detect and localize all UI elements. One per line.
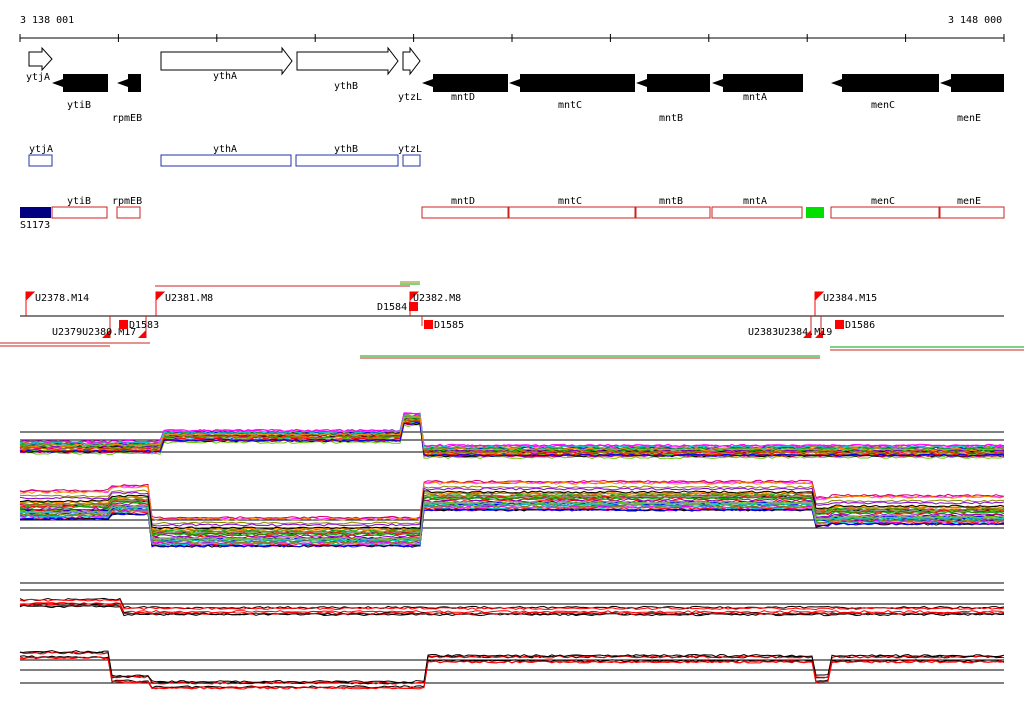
gene-label-menC: menC xyxy=(871,100,895,111)
cds-box-mntC[interactable] xyxy=(508,206,636,219)
cds-label-ytzL: ytzL xyxy=(398,144,422,155)
green-block[interactable] xyxy=(806,207,824,218)
cds-label-mntD: mntD xyxy=(451,196,475,207)
gene-arrow-mntC[interactable] xyxy=(509,74,635,92)
cds-box-menE[interactable] xyxy=(939,206,1005,219)
marker-label-u2378: U2378.M14 xyxy=(35,293,89,304)
ruler-end-label: 3 148 000 xyxy=(948,15,1002,26)
summary-track-reverse xyxy=(19,650,1005,690)
cds-label-ythA: ythA xyxy=(213,144,237,155)
marker-label-d1585: D1585 xyxy=(434,320,464,331)
marker-label-u2381: U2381.M8 xyxy=(165,293,213,304)
cds-box-rpmEB[interactable] xyxy=(116,206,141,219)
marker-label-u2382: U2382.M8 xyxy=(413,293,461,304)
gene-label-ytzL: ytzL xyxy=(398,92,422,103)
marker-label-u2384: U2384.M15 xyxy=(823,293,877,304)
cds-label-menE: menE xyxy=(957,196,981,207)
cds-label-ytjA: ytjA xyxy=(29,144,53,155)
gene-arrow-mntB[interactable] xyxy=(636,74,710,92)
cds-box-ytzL[interactable] xyxy=(402,154,421,167)
gene-label-ytjA: ytjA xyxy=(26,72,50,83)
gene-arrow-menE[interactable] xyxy=(940,74,1004,92)
cds-label-rpmEB: rpmEB xyxy=(112,196,142,207)
s-block[interactable] xyxy=(20,207,51,218)
cds-label-mntA: mntA xyxy=(743,196,767,207)
gene-arrow-ytjA[interactable] xyxy=(28,46,53,72)
marker-square-d1584[interactable] xyxy=(409,302,418,311)
gene-label-ythA: ythA xyxy=(213,71,237,82)
gene-arrow-ythA[interactable] xyxy=(160,46,293,76)
gene-arrow-rpmEB[interactable] xyxy=(117,74,141,92)
gene-label-menE: menE xyxy=(957,113,981,124)
cds-forward-track: ytjA ythA ythB ytzL xyxy=(28,144,422,167)
cds-label-mntC: mntC xyxy=(558,196,582,207)
transcript-track: U2378.M14 U2381.M8 U2382.M8 U2384.M15 U2… xyxy=(0,281,1024,359)
marker-square-d1586[interactable] xyxy=(835,320,844,329)
expression-track-forward xyxy=(19,412,1005,460)
gene-arrow-ytiB[interactable] xyxy=(52,74,108,92)
marker-flag-u2383[interactable] xyxy=(803,330,823,338)
marker-square-d1585[interactable] xyxy=(424,320,433,329)
marker-label-d1584: D1584 xyxy=(377,302,407,313)
marker-flag-u2379[interactable] xyxy=(102,330,146,338)
cds-label-ytiB: ytiB xyxy=(67,196,91,207)
gene-label-mntA: mntA xyxy=(743,92,767,103)
gene-label-mntC: mntC xyxy=(558,100,582,111)
ruler-start-label: 3 138 001 xyxy=(20,15,74,26)
summary-track-forward xyxy=(19,582,1005,617)
cds-label-menC: menC xyxy=(871,196,895,207)
cds-box-mntB[interactable] xyxy=(635,206,711,219)
cds-box-ythA[interactable] xyxy=(160,154,292,167)
cds-box-mntD[interactable] xyxy=(421,206,509,219)
expression-track-reverse xyxy=(19,479,1005,548)
ruler-ticks xyxy=(19,34,1005,42)
marker-label-u2379: U2379U2380.M17 xyxy=(52,327,136,338)
gene-arrow-mntA[interactable] xyxy=(712,74,803,92)
cds-box-ytjA[interactable] xyxy=(28,154,53,167)
marker-square-d1583[interactable] xyxy=(119,320,128,329)
gene-arrow-menC[interactable] xyxy=(831,74,939,92)
gene-label-mntD: mntD xyxy=(451,92,475,103)
coordinate-ruler: 3 138 001 3 148 000 xyxy=(19,15,1005,42)
cds-box-ythB[interactable] xyxy=(295,154,399,167)
cds-box-mntA[interactable] xyxy=(711,206,803,219)
marker-flag-u2381[interactable] xyxy=(155,291,166,316)
marker-flag-u2384[interactable] xyxy=(814,291,825,316)
gene-track: ytjA ythA ythB ytzL ytiB rpmEB mntD mntC… xyxy=(26,46,1004,124)
cds-label-mntB: mntB xyxy=(659,196,683,207)
gene-arrow-ytzL[interactable] xyxy=(402,46,421,76)
cds-box-menC[interactable] xyxy=(830,206,940,219)
cds-label-ythB: ythB xyxy=(334,144,358,155)
cds-reverse-track: S1173 ytiB rpmEB mntD mntC mntB mntA men… xyxy=(20,196,1005,231)
marker-label-d1586: D1586 xyxy=(845,320,875,331)
s-block-label: S1173 xyxy=(20,220,50,231)
marker-flag-u2378[interactable] xyxy=(25,291,36,316)
gene-label-ythB: ythB xyxy=(334,81,358,92)
gene-arrow-mntD[interactable] xyxy=(422,74,508,92)
gene-label-mntB: mntB xyxy=(659,113,683,124)
marker-label-d1583: D1583 xyxy=(129,320,159,331)
gene-label-ytiB: ytiB xyxy=(67,100,91,111)
gene-label-rpmEB: rpmEB xyxy=(112,113,142,124)
marker-label-u2383: U2383U2384.M19 xyxy=(748,327,832,338)
cds-box-ytiB[interactable] xyxy=(51,206,108,219)
gene-arrow-ythB[interactable] xyxy=(296,46,399,76)
